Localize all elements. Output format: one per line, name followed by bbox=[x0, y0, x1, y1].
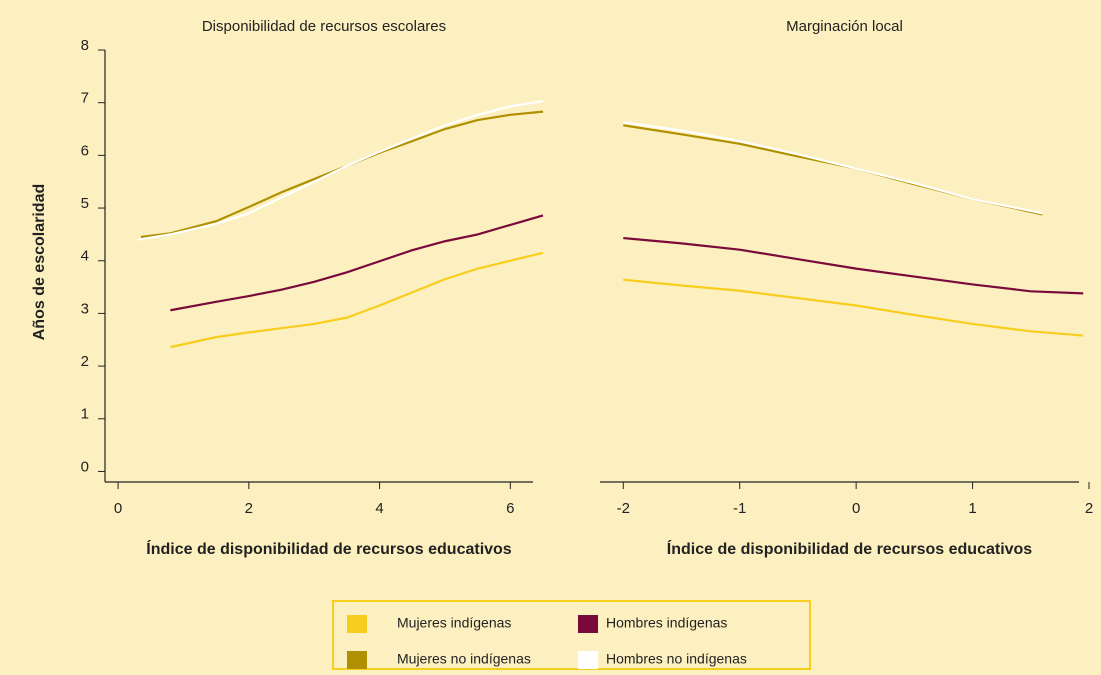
y-tick-label: 8 bbox=[81, 37, 89, 54]
legend-box bbox=[332, 600, 811, 670]
legend-swatch bbox=[347, 651, 367, 669]
y-tick-label: 4 bbox=[81, 248, 89, 265]
y-tick-label: 6 bbox=[81, 142, 89, 159]
line bbox=[623, 278, 1084, 337]
x-axis-label: Índice de disponibilidad de recursos edu… bbox=[146, 539, 512, 558]
legend-swatch bbox=[347, 615, 367, 633]
y-tick-label: 1 bbox=[81, 406, 89, 423]
line bbox=[623, 236, 1084, 295]
x-tick-label: 1 bbox=[968, 500, 976, 517]
line bbox=[137, 100, 544, 241]
line bbox=[170, 251, 544, 349]
legend-label: Hombres no indígenas bbox=[606, 651, 747, 667]
y-tick-label: 7 bbox=[81, 90, 89, 107]
x-tick-label: 6 bbox=[506, 500, 514, 517]
legend-label: Mujeres indígenas bbox=[397, 615, 511, 631]
legend-label: Hombres indígenas bbox=[606, 615, 727, 631]
legend-swatch bbox=[578, 651, 598, 669]
y-tick-label: 5 bbox=[81, 195, 89, 212]
x-tick-label: 0 bbox=[852, 500, 860, 517]
legend-swatch bbox=[578, 615, 598, 633]
line bbox=[170, 214, 544, 312]
y-tick-label: 0 bbox=[81, 458, 89, 475]
panel-title: Marginación local bbox=[786, 18, 903, 35]
x-tick-label: -1 bbox=[733, 500, 746, 517]
line bbox=[623, 121, 1043, 215]
x-tick-label: 4 bbox=[375, 500, 383, 517]
x-tick-label: 0 bbox=[114, 500, 122, 517]
y-axis-label: Años de escolaridad bbox=[31, 184, 48, 341]
legend-label: Mujeres no indígenas bbox=[397, 651, 531, 667]
x-tick-label: 2 bbox=[245, 500, 253, 517]
y-tick-label: 2 bbox=[81, 353, 89, 370]
x-tick-label: 2 bbox=[1085, 500, 1093, 517]
panel-title: Disponibilidad de recursos escolares bbox=[202, 18, 446, 35]
y-tick-label: 3 bbox=[81, 300, 89, 317]
x-axis-label: Índice de disponibilidad de recursos edu… bbox=[667, 539, 1033, 558]
line bbox=[140, 110, 544, 239]
x-tick-label: -2 bbox=[617, 500, 630, 517]
